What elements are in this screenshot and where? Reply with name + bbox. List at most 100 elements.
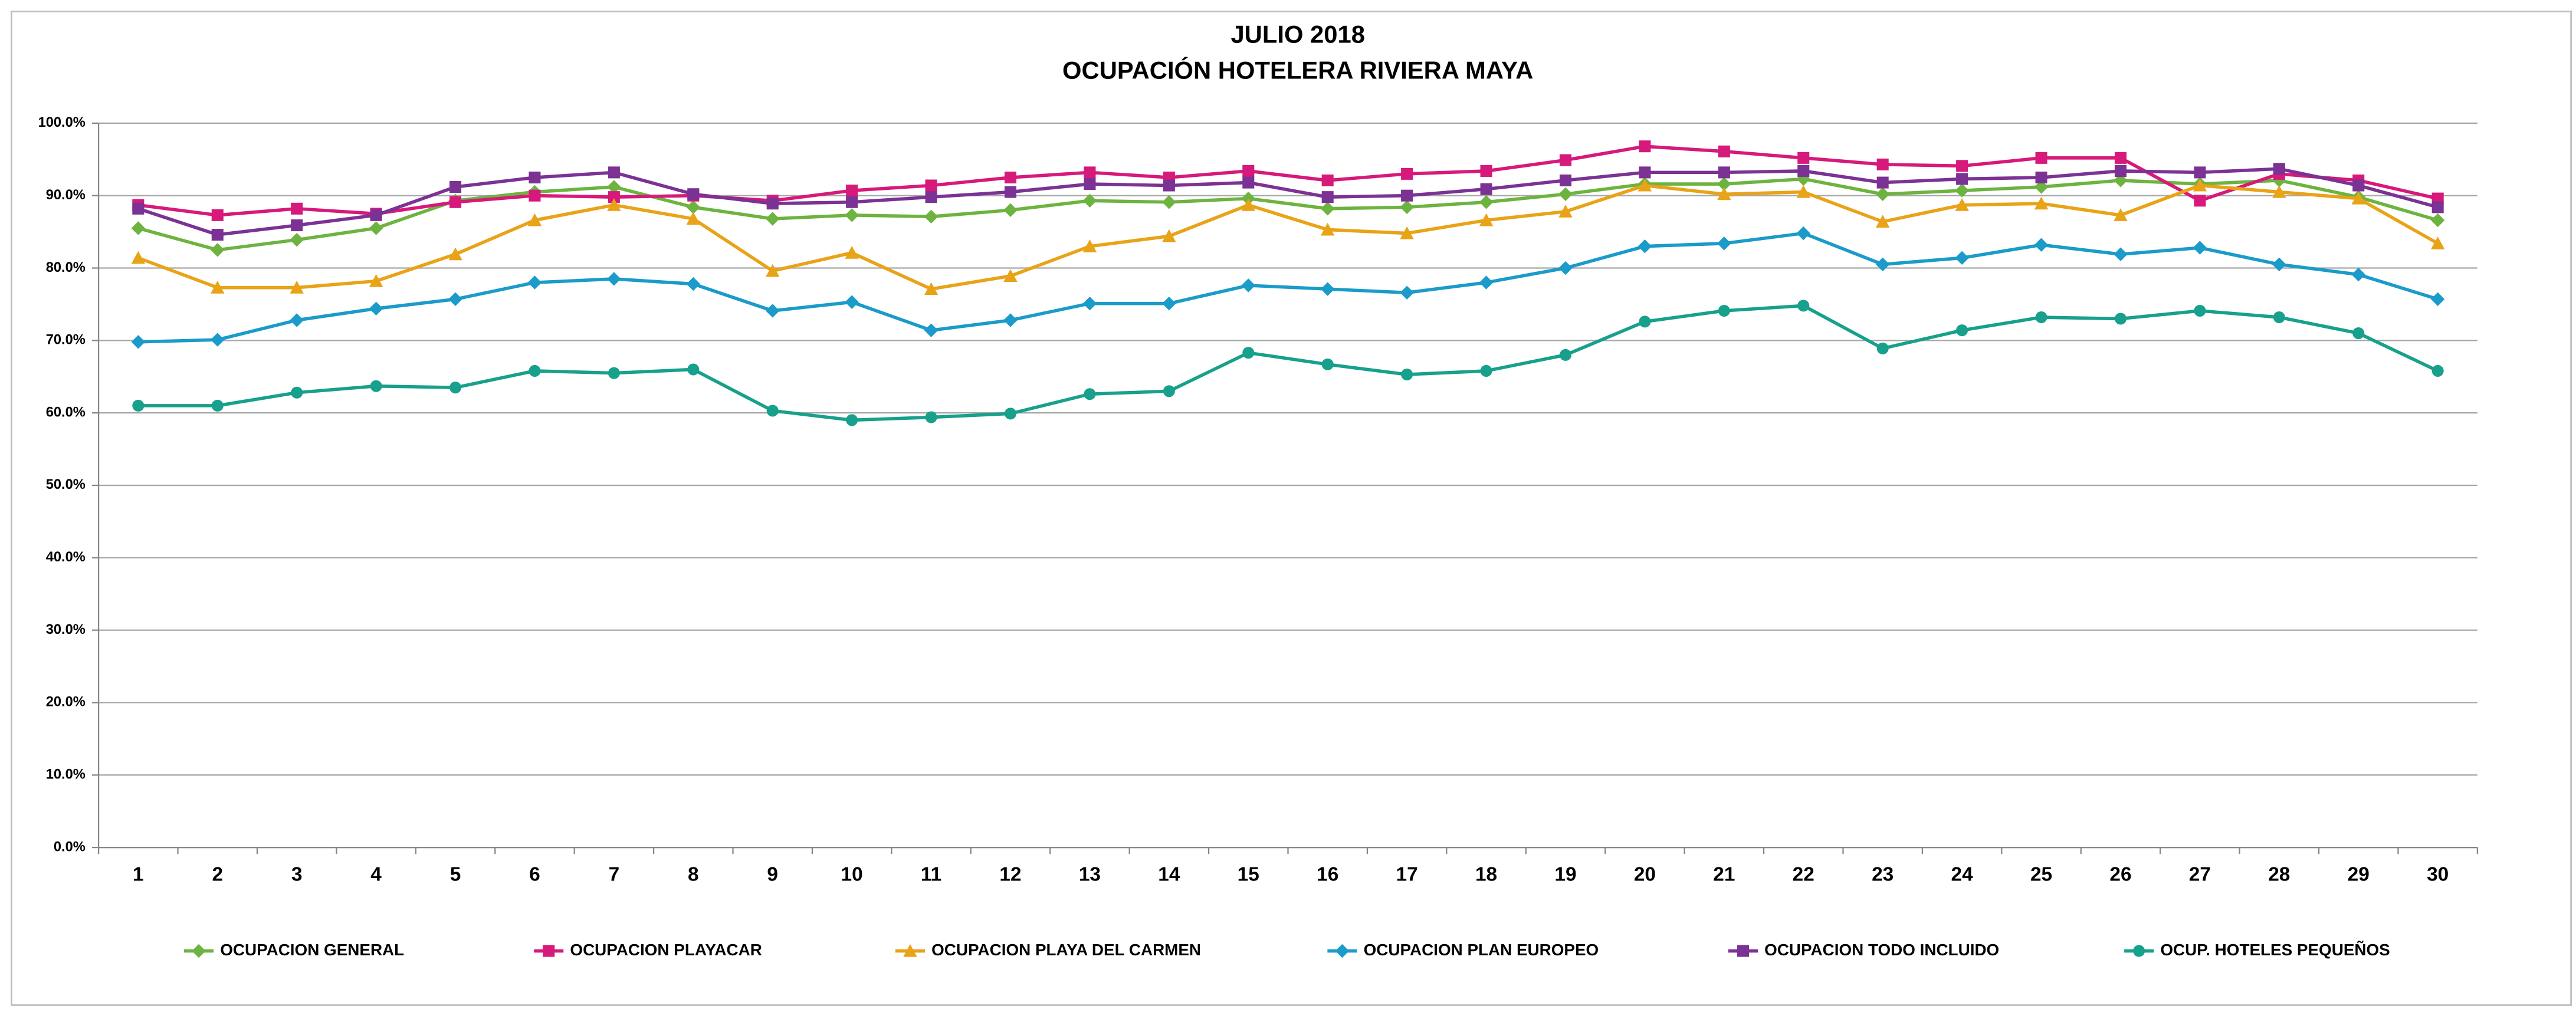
data-point — [1003, 313, 1018, 327]
data-point — [1717, 177, 1731, 191]
data-point — [1242, 176, 1255, 189]
data-point — [369, 274, 383, 287]
data-point — [2430, 213, 2445, 228]
data-point — [2194, 304, 2206, 317]
legend-label: OCUPACION PLAN EUROPEO — [1364, 941, 1599, 959]
data-point — [1639, 140, 1651, 153]
data-point — [924, 323, 938, 337]
data-point — [131, 251, 146, 264]
data-point — [2193, 178, 2207, 192]
data-point — [1558, 205, 1573, 218]
chart-subtitle: OCUPACIÓN HOTELERA RIVIERA MAYA — [1062, 56, 1533, 84]
x-tick-label: 9 — [767, 863, 778, 885]
x-tick-label: 29 — [2348, 863, 2370, 885]
data-point — [449, 382, 462, 394]
data-point — [1558, 261, 1573, 275]
x-tick-label: 25 — [2030, 863, 2052, 885]
data-point — [1639, 315, 1651, 328]
data-point — [2194, 195, 2206, 207]
data-point — [529, 189, 541, 202]
data-point — [290, 313, 304, 327]
data-point — [686, 212, 701, 225]
data-point — [1241, 198, 1255, 211]
x-tick-label: 11 — [921, 863, 941, 885]
data-point — [2351, 267, 2365, 282]
data-point — [2430, 236, 2445, 249]
data-point — [1638, 178, 1652, 192]
data-point — [845, 246, 859, 259]
data-point — [132, 399, 145, 412]
data-point — [1559, 174, 1572, 186]
y-tick-label: 10.0% — [46, 767, 86, 783]
y-tick-label: 0.0% — [54, 839, 86, 854]
data-point — [2114, 165, 2127, 177]
data-point — [1718, 166, 1730, 179]
x-tick-label: 2 — [212, 863, 223, 885]
data-point — [2114, 313, 2127, 325]
data-point — [370, 209, 382, 221]
legend-marker — [543, 945, 555, 957]
data-point — [2273, 163, 2285, 175]
data-point — [291, 386, 303, 399]
data-point — [608, 191, 620, 203]
data-point — [1321, 222, 1335, 236]
legend-marker — [2133, 945, 2145, 957]
y-tick-label: 100.0% — [38, 115, 86, 130]
data-point — [1479, 195, 1494, 209]
data-point — [1875, 257, 1890, 272]
data-point — [1400, 200, 1414, 215]
data-point — [1956, 173, 1968, 185]
data-point — [766, 212, 780, 226]
data-point — [1796, 185, 1810, 198]
data-point — [1956, 324, 1968, 337]
x-tick-label: 12 — [999, 863, 1021, 885]
y-tick-label: 30.0% — [46, 622, 86, 637]
data-point — [211, 399, 224, 412]
data-point — [2114, 152, 2127, 164]
data-point — [2114, 208, 2128, 221]
x-tick-label: 22 — [1793, 863, 1814, 885]
y-tick-label: 90.0% — [46, 188, 86, 203]
data-point — [686, 277, 701, 291]
x-tick-label: 21 — [1713, 863, 1735, 885]
data-point — [1718, 145, 1730, 157]
y-tick-label: 70.0% — [46, 333, 86, 348]
chart-frame — [11, 11, 2572, 1006]
data-point — [2273, 311, 2285, 324]
data-point — [687, 363, 700, 376]
data-point — [1084, 178, 1096, 190]
data-point — [1480, 183, 1492, 195]
data-point — [1639, 166, 1651, 179]
data-point — [1401, 167, 1413, 180]
data-point — [1479, 275, 1494, 290]
data-point — [608, 166, 620, 179]
y-tick-label: 60.0% — [46, 405, 86, 420]
data-point — [2035, 171, 2047, 184]
data-point — [2430, 292, 2445, 307]
data-point — [1796, 226, 1810, 241]
y-tick-label: 50.0% — [46, 477, 86, 492]
data-point — [1955, 198, 1969, 211]
data-point — [291, 202, 303, 215]
data-point — [527, 213, 542, 226]
data-point — [1082, 297, 1097, 311]
data-point — [1162, 195, 1176, 209]
data-point — [1717, 187, 1731, 201]
data-point — [369, 221, 383, 235]
data-point — [1163, 385, 1175, 397]
data-point — [1797, 300, 1810, 312]
data-point — [529, 171, 541, 184]
data-point — [1718, 304, 1730, 317]
x-tick-label: 4 — [370, 863, 382, 885]
data-point — [1321, 174, 1334, 186]
data-point — [1400, 226, 1414, 239]
data-point — [608, 367, 620, 379]
series-line — [138, 231, 2439, 344]
data-point — [925, 191, 937, 203]
data-point — [449, 180, 462, 193]
data-point — [1480, 364, 1492, 377]
x-tick-label: 1 — [133, 863, 144, 885]
data-point — [766, 264, 780, 277]
data-point — [1082, 193, 1097, 208]
x-tick-label: 20 — [1634, 863, 1656, 885]
